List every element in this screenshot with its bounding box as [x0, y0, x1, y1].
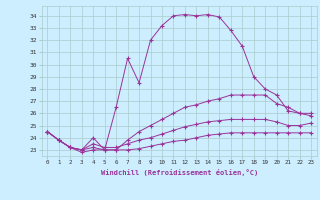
X-axis label: Windchill (Refroidissement éolien,°C): Windchill (Refroidissement éolien,°C)	[100, 169, 258, 176]
